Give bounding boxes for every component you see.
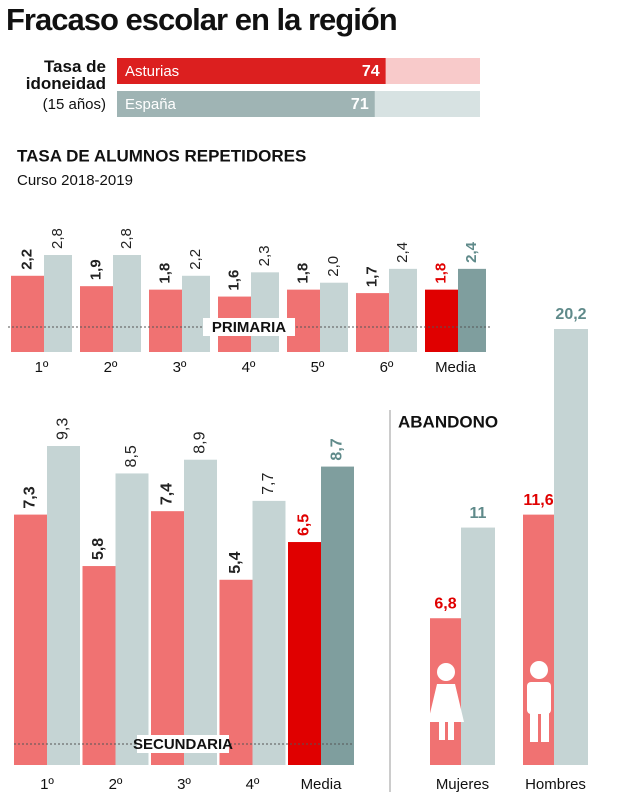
- bar: [458, 268, 486, 352]
- value-label: 8,9: [192, 431, 209, 453]
- x-tick-label: 2º: [109, 776, 123, 793]
- bar-category: Asturias: [125, 63, 179, 80]
- level-label-bg: [137, 735, 229, 753]
- x-tick-label: 1º: [35, 359, 49, 376]
- male-icon-leg: [530, 712, 538, 742]
- value-label: 5,4: [227, 551, 244, 573]
- level-label-bg: [203, 318, 295, 336]
- bar: [117, 91, 375, 117]
- value-label: 2,0: [325, 256, 342, 277]
- bar: [219, 579, 253, 765]
- bar: [182, 275, 210, 352]
- icons: [428, 661, 551, 742]
- value-label: 1,8: [432, 263, 449, 284]
- value-label: 2,4: [463, 241, 480, 263]
- bar: [321, 466, 354, 765]
- x-tick-label: 5º: [311, 359, 325, 376]
- bar: [184, 459, 217, 765]
- value-label: 2,3: [256, 245, 273, 266]
- bar: [461, 527, 495, 765]
- x-tick-label: Media: [301, 776, 343, 793]
- page-title: Fracaso escolar en la región: [6, 2, 397, 37]
- value-label: 2,4: [394, 242, 411, 263]
- value-label: 6,5: [296, 514, 313, 536]
- value-label: 7,7: [260, 473, 277, 495]
- female-icon-leg: [439, 720, 445, 740]
- abandono-title: ABANDONO: [398, 412, 498, 431]
- value-label: 2,8: [118, 228, 135, 249]
- hbar-subtitle: (15 años): [42, 96, 106, 113]
- male-icon-body: [527, 682, 551, 714]
- value-label: 8,5: [123, 445, 140, 467]
- bar: [113, 255, 141, 352]
- section-title: TASA DE ALUMNOS REPETIDORES: [17, 146, 306, 165]
- bar: [115, 473, 149, 765]
- x-tick-label: 4º: [242, 359, 256, 376]
- x-tick-label: Media: [435, 359, 477, 376]
- bar: [151, 511, 184, 765]
- x-tick-label: 6º: [380, 359, 394, 376]
- x-tick-label: Hombres: [525, 776, 586, 793]
- value-label: 2,2: [18, 249, 35, 270]
- value-label: 9,3: [55, 418, 72, 440]
- value-label: 11: [470, 505, 487, 522]
- bar: [44, 255, 72, 352]
- value-label: 2,2: [187, 249, 204, 270]
- value-label: 7,4: [159, 483, 176, 505]
- value-label: 7,3: [22, 486, 39, 508]
- bar: [523, 514, 554, 765]
- value-label: 1,7: [363, 266, 380, 287]
- value-label: 1,9: [87, 259, 104, 280]
- bar: [47, 446, 80, 765]
- bar: [80, 286, 113, 352]
- bar: [82, 566, 116, 765]
- male-icon-head: [530, 661, 548, 679]
- bar: [117, 58, 386, 84]
- value-label: 11,6: [523, 492, 553, 509]
- level-label: PRIMARIA: [212, 319, 286, 336]
- hbar-title: Tasa de idoneidad: [25, 57, 106, 93]
- value-label: 6,8: [434, 595, 456, 612]
- x-tick-label: 1º: [40, 776, 54, 793]
- value-label: 2,8: [49, 228, 66, 249]
- value-label: 71: [351, 96, 369, 113]
- bar: [252, 500, 286, 765]
- bar-category: España: [125, 96, 177, 113]
- female-icon-leg: [448, 720, 454, 740]
- x-tick-label: 4º: [246, 776, 260, 793]
- marks: Asturias 74 España 71 2,2 2,8 1º 1,9 2,8 2º 1,8 2,2…: [8, 58, 588, 793]
- value-label: 8,7: [329, 438, 346, 460]
- value-label: 1,8: [156, 263, 173, 284]
- bar: [11, 275, 44, 352]
- bar: [425, 289, 458, 352]
- level-label: SECUNDARIA: [133, 736, 233, 753]
- bar: [149, 289, 182, 352]
- value-label: 74: [362, 63, 380, 80]
- section-subtitle: Curso 2018-2019: [17, 172, 133, 189]
- male-icon-leg: [541, 712, 549, 742]
- female-icon-head: [437, 663, 455, 681]
- x-tick-label: Mujeres: [436, 776, 489, 793]
- x-tick-label: 2º: [104, 359, 118, 376]
- value-label: 5,8: [90, 538, 107, 560]
- value-label: 20,2: [555, 306, 586, 323]
- female-icon-body: [428, 684, 464, 722]
- value-label: 1,6: [225, 270, 242, 291]
- value-label: 1,8: [294, 263, 311, 284]
- bar: [554, 329, 588, 765]
- x-tick-label: 3º: [173, 359, 187, 376]
- bar: [356, 293, 389, 352]
- bar: [288, 542, 321, 765]
- bar: [320, 282, 348, 352]
- bar: [14, 514, 47, 765]
- x-tick-label: 3º: [177, 776, 191, 793]
- bar: [389, 268, 417, 352]
- bar: [251, 272, 279, 352]
